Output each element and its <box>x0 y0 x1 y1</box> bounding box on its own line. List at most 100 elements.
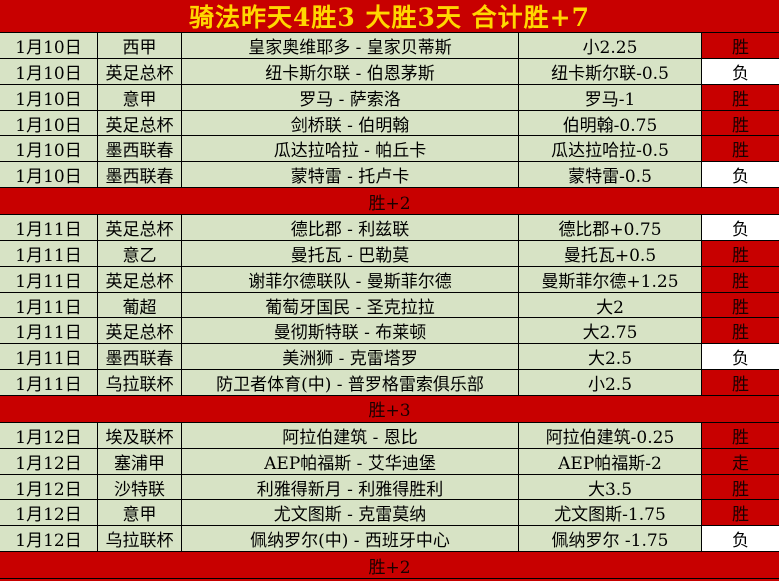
match-cell: 瓜达拉哈拉 - 帕丘卡 <box>182 136 519 163</box>
table-row: 1月10日 墨西联春 瓜达拉哈拉 - 帕丘卡 瓜达拉哈拉-0.5 胜 <box>0 136 779 163</box>
match-cell: 剑桥联 - 伯明翰 <box>182 110 519 137</box>
date-cell: 1月10日 <box>0 110 98 137</box>
league-cell: 英足总杯 <box>98 266 182 293</box>
result-cell: 胜 <box>702 110 779 137</box>
summary-row: 胜+2 <box>0 188 779 216</box>
bet-cell: 纽卡斯尔联-0.5 <box>519 58 702 85</box>
league-cell: 英足总杯 <box>98 110 182 137</box>
date-cell: 1月11日 <box>0 292 98 319</box>
date-cell: 1月12日 <box>0 474 98 501</box>
date-cell: 1月12日 <box>0 448 98 475</box>
bet-cell: AEP帕福斯-2 <box>519 448 702 475</box>
result-cell: 胜 <box>702 136 779 163</box>
table-row: 1月10日 西甲 皇家奥维耶多 - 皇家贝蒂斯 小2.25 胜 <box>0 33 779 59</box>
bet-cell: 阿拉伯建筑-0.25 <box>519 422 702 449</box>
date-cell: 1月10日 <box>0 84 98 111</box>
result-cell: 胜 <box>702 33 779 59</box>
league-cell: 意乙 <box>98 240 182 267</box>
table-row: 1月12日 意甲 尤文图斯 - 克雷莫纳 尤文图斯-1.75 胜 <box>0 500 779 527</box>
date-cell: 1月12日 <box>0 500 98 527</box>
bet-cell: 蒙特雷-0.5 <box>519 162 702 189</box>
date-cell: 1月11日 <box>0 344 98 371</box>
match-cell: 皇家奥维耶多 - 皇家贝蒂斯 <box>182 33 519 59</box>
match-cell: 曼托瓦 - 巴勒莫 <box>182 240 519 267</box>
league-cell: 埃及联杯 <box>98 422 182 449</box>
league-cell: 乌拉联杯 <box>98 370 182 397</box>
date-cell: 1月10日 <box>0 33 98 59</box>
match-cell: 阿拉伯建筑 - 恩比 <box>182 422 519 449</box>
result-cell: 胜 <box>702 240 779 267</box>
match-cell: AEP帕福斯 - 艾华迪堡 <box>182 448 519 475</box>
summary-row: 胜+2 <box>0 552 779 580</box>
table-row: 1月11日 墨西联春 美洲狮 - 克雷塔罗 大2.5 负 <box>0 344 779 371</box>
date-cell: 1月11日 <box>0 215 98 241</box>
bet-cell: 大3.5 <box>519 474 702 501</box>
table-row: 1月11日 英足总杯 德比郡 - 利兹联 德比郡+0.75 负 <box>0 215 779 241</box>
date-cell: 1月12日 <box>0 422 98 449</box>
league-cell: 墨西联春 <box>98 344 182 371</box>
match-cell: 葡萄牙国民 - 圣克拉拉 <box>182 292 519 319</box>
table-row: 1月11日 葡超 葡萄牙国民 - 圣克拉拉 大2 胜 <box>0 292 779 319</box>
league-cell: 塞浦甲 <box>98 448 182 475</box>
date-cell: 1月11日 <box>0 266 98 293</box>
table-row: 1月10日 英足总杯 纽卡斯尔联 - 伯恩茅斯 纽卡斯尔联-0.5 负 <box>0 58 779 85</box>
bet-cell: 曼斯菲尔德+1.25 <box>519 266 702 293</box>
match-cell: 曼彻斯特联 - 布莱顿 <box>182 318 519 345</box>
bet-cell: 曼托瓦+0.5 <box>519 240 702 267</box>
date-cell: 1月10日 <box>0 162 98 189</box>
match-cell: 德比郡 - 利兹联 <box>182 215 519 241</box>
table-row: 1月12日 塞浦甲 AEP帕福斯 - 艾华迪堡 AEP帕福斯-2 走 <box>0 448 779 475</box>
bet-cell: 罗马-1 <box>519 84 702 111</box>
bet-cell: 瓜达拉哈拉-0.5 <box>519 136 702 163</box>
bet-cell: 德比郡+0.75 <box>519 215 702 241</box>
table-row: 1月10日 墨西联春 蒙特雷 - 托卢卡 蒙特雷-0.5 负 <box>0 162 779 189</box>
date-cell: 1月11日 <box>0 370 98 397</box>
bet-cell: 小2.25 <box>519 33 702 59</box>
table-row: 1月10日 意甲 罗马 - 萨索洛 罗马-1 胜 <box>0 84 779 111</box>
match-cell: 罗马 - 萨索洛 <box>182 84 519 111</box>
date-cell: 1月11日 <box>0 240 98 267</box>
result-cell: 胜 <box>702 292 779 319</box>
table-row: 1月12日 沙特联 利雅得新月 - 利雅得胜利 大3.5 胜 <box>0 474 779 501</box>
result-cell: 胜 <box>702 422 779 449</box>
bet-cell: 大2 <box>519 292 702 319</box>
summary-row: 胜+3 <box>0 396 779 423</box>
league-cell: 英足总杯 <box>98 318 182 345</box>
match-cell: 利雅得新月 - 利雅得胜利 <box>182 474 519 501</box>
results-table: 1月10日 西甲 皇家奥维耶多 - 皇家贝蒂斯 小2.25 胜 1月10日 英足… <box>0 33 779 580</box>
table-row: 1月11日 意乙 曼托瓦 - 巴勒莫 曼托瓦+0.5 胜 <box>0 240 779 267</box>
summary-label: 胜+3 <box>368 401 411 422</box>
league-cell: 西甲 <box>98 33 182 59</box>
league-cell: 墨西联春 <box>98 162 182 189</box>
league-cell: 意甲 <box>98 84 182 111</box>
table-row: 1月11日 乌拉联杯 防卫者体育(中) - 普罗格雷索俱乐部 小2.5 胜 <box>0 370 779 397</box>
league-cell: 乌拉联杯 <box>98 526 182 553</box>
result-cell: 胜 <box>702 370 779 397</box>
match-cell: 防卫者体育(中) - 普罗格雷索俱乐部 <box>182 370 519 397</box>
result-cell: 胜 <box>702 500 779 527</box>
league-cell: 英足总杯 <box>98 58 182 85</box>
match-cell: 纽卡斯尔联 - 伯恩茅斯 <box>182 58 519 85</box>
table-row: 1月10日 英足总杯 剑桥联 - 伯明翰 伯明翰-0.75 胜 <box>0 110 779 137</box>
table-row: 1月11日 英足总杯 曼彻斯特联 - 布莱顿 大2.75 胜 <box>0 318 779 345</box>
result-cell: 负 <box>702 344 779 371</box>
date-cell: 1月10日 <box>0 58 98 85</box>
result-cell: 胜 <box>702 266 779 293</box>
date-cell: 1月10日 <box>0 136 98 163</box>
table-row: 1月11日 英足总杯 谢菲尔德联队 - 曼斯菲尔德 曼斯菲尔德+1.25 胜 <box>0 266 779 293</box>
match-cell: 佩纳罗尔(中) - 西班牙中心 <box>182 526 519 553</box>
match-cell: 蒙特雷 - 托卢卡 <box>182 162 519 189</box>
result-cell: 负 <box>702 526 779 553</box>
match-cell: 谢菲尔德联队 - 曼斯菲尔德 <box>182 266 519 293</box>
result-cell: 胜 <box>702 474 779 501</box>
bet-cell: 大2.75 <box>519 318 702 345</box>
table-row: 1月12日 乌拉联杯 佩纳罗尔(中) - 西班牙中心 佩纳罗尔 -1.75 负 <box>0 526 779 553</box>
result-cell: 负 <box>702 58 779 85</box>
match-cell: 美洲狮 - 克雷塔罗 <box>182 344 519 371</box>
result-cell: 胜 <box>702 318 779 345</box>
bet-cell: 小2.5 <box>519 370 702 397</box>
bet-cell: 大2.5 <box>519 344 702 371</box>
summary-label: 胜+2 <box>368 193 411 214</box>
league-cell: 沙特联 <box>98 474 182 501</box>
